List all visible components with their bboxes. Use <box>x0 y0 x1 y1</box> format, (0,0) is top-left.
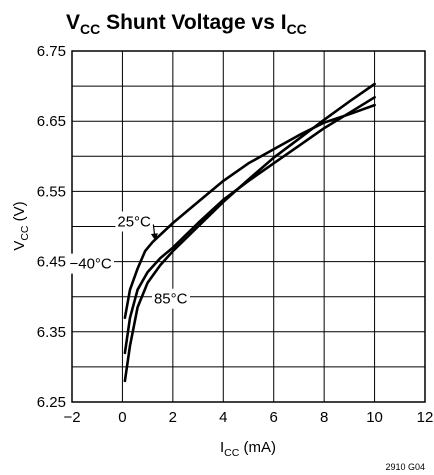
annotation-label: 85°C <box>154 291 188 308</box>
footnote: 2910 G04 <box>385 462 425 472</box>
x-tick-label: 0 <box>118 409 126 426</box>
x-tick-label: 2 <box>169 409 177 426</box>
x-tick-label: 10 <box>366 409 383 426</box>
x-tick-label: 6 <box>270 409 278 426</box>
x-tick-label: 12 <box>417 409 434 426</box>
x-axis-label: ICC (mA) <box>220 439 276 459</box>
x-tick-label: 8 <box>320 409 328 426</box>
x-tick-label: 4 <box>219 409 227 426</box>
y-tick-label: 6.45 <box>37 254 66 271</box>
y-tick-label: 6.55 <box>37 183 66 200</box>
y-axis-label: VCC (V) <box>11 201 31 250</box>
series-line-1 <box>125 97 375 353</box>
series-line-0 <box>125 105 375 318</box>
chart-title: VCC Shunt Voltage vs ICC <box>66 11 307 37</box>
y-tick-label: 6.35 <box>37 324 66 341</box>
y-tick-label: 6.65 <box>37 113 66 130</box>
x-tick-label: −2 <box>63 409 80 426</box>
series-lines <box>125 84 375 381</box>
y-tick-label: 6.75 <box>37 43 66 60</box>
tick-labels: −2 0 2 4 6 8 10 12 6.25 6.35 6.45 6.55 6.65 6.75 <box>37 43 434 426</box>
y-tick-label: 6.25 <box>37 394 66 411</box>
annotation-label: −40°C <box>69 256 111 273</box>
annotation-label: 25°C <box>117 214 151 231</box>
